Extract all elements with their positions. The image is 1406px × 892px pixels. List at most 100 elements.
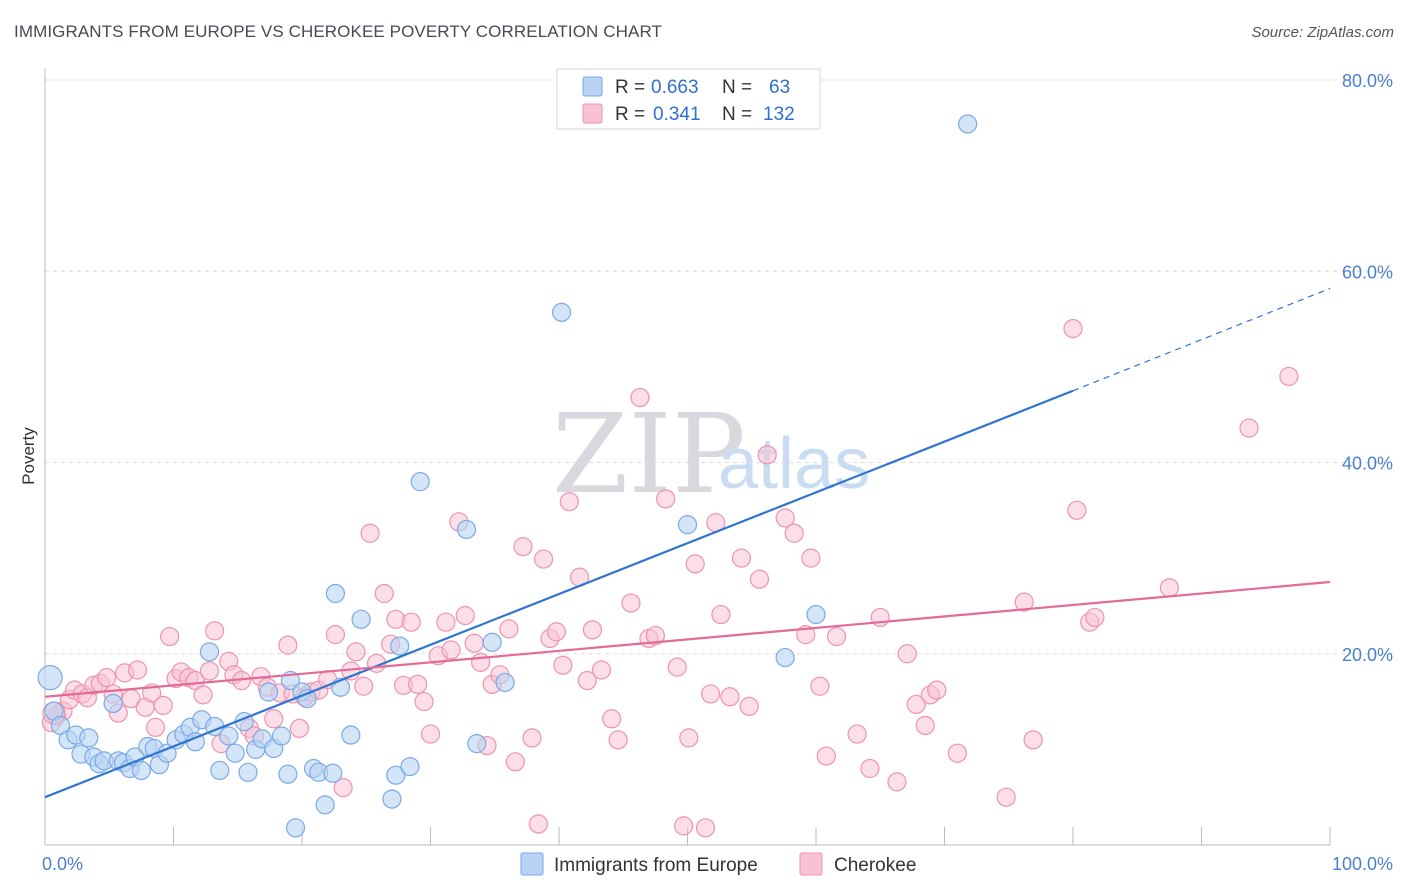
legend-n-label: N = [722,77,752,98]
watermark: ZIP atlas [552,390,870,518]
europe-trend-line [44,389,1074,799]
legend-r-value: 0.341 [653,104,701,125]
cherokee-point [1067,500,1087,520]
legend-swatch-europe [582,76,603,97]
x-tick-labels: 0.0% 100.0% [42,854,1393,874]
cherokee-point [701,684,721,704]
europe-point [467,734,487,754]
cherokee-point [1014,592,1034,612]
europe-point [131,760,151,781]
cherokee-point [278,635,298,655]
cherokee-point [915,715,935,736]
cherokee-point [533,549,554,569]
europe-point [410,472,430,492]
europe-trend-extension [1072,287,1331,392]
cherokee-point [471,652,491,672]
cherokee-point [608,730,628,750]
legend-n-label: N = [722,104,752,125]
cherokee-point [325,625,346,645]
cherokee-point [685,554,705,574]
y-tick-labels: 20.0% 40.0% 60.0% 80.0% [1342,71,1393,665]
europe-point [219,726,239,746]
cherokee-point [695,818,716,838]
cherokee-point [414,691,434,712]
cherokee-point [816,746,836,766]
europe-point [775,647,795,668]
cherokee-point [656,489,676,509]
cherokee-point [711,604,731,625]
cherokee-point [1085,607,1105,628]
cherokee-point [906,694,926,715]
cherokee-point [464,633,484,653]
cherokee-point [360,523,380,543]
europe-point [278,764,298,784]
x-tick-label: 100.0% [1332,854,1393,874]
gridlines [45,79,1392,655]
cherokee-point [591,660,612,680]
cherokee-point [927,680,947,700]
cherokee-point [408,674,428,694]
cherokee-trend-line [44,580,1331,698]
europe-point [271,726,292,746]
cherokee-point [775,508,795,528]
cherokee-point [513,537,533,557]
watermark-atlas: atlas [718,424,870,504]
cherokee-point [810,676,830,696]
europe-point [258,682,279,702]
europe-point [390,636,410,656]
cherokee-point [1279,366,1299,387]
cherokee-point [205,621,225,641]
trend-lines [44,287,1331,799]
europe-point [199,642,220,662]
europe-point [79,728,99,748]
legend-r-label: R = [615,77,645,98]
cherokee-point [127,660,148,680]
cherokee-point [546,622,567,642]
y-tick-label: 80.0% [1342,71,1393,91]
cherokee-point [97,668,117,688]
cherokee-point [887,772,907,792]
europe-point [495,672,515,693]
europe-point [238,762,258,782]
cherokee-point [436,612,456,632]
y-tick-label: 40.0% [1342,454,1393,474]
europe-point [351,609,371,629]
cherokee-point [645,625,665,646]
europe-point [37,665,63,691]
legend: R = 0.663 N = 63 R = 0.341 N = 132 [556,68,821,130]
cherokee-point [897,644,917,664]
cherokee-point [784,523,804,543]
y-tick-label: 60.0% [1342,262,1393,282]
cherokee-point [420,724,441,744]
europe-point [285,818,306,838]
chart-title: IMMIGRANTS FROM EUROPE VS CHEROKEE POVER… [14,22,662,41]
cherokee-point [602,709,622,729]
x-tick-label: 0.0% [42,854,83,874]
europe-point [551,302,572,322]
europe-point [315,795,335,815]
europe-point [323,763,343,783]
cherokee-point [499,619,519,639]
cherokee-point [289,718,310,738]
bottom-legend: Immigrants from Europe Cherokee [520,852,916,876]
cherokee-point [679,728,699,748]
europe-point [456,519,477,540]
europe-point [386,765,406,785]
bottom-legend-swatch-europe [520,852,544,876]
legend-r-value: 0.663 [651,77,699,98]
cherokee-point [757,445,777,465]
y-tick-label: 20.0% [1342,645,1393,665]
cherokee-point [559,492,579,512]
cherokee-point [199,661,220,681]
cherokee-point [264,709,284,729]
cherokee-point [160,626,180,647]
cherokee-point [553,655,573,675]
legend-swatch-cherokee [582,103,603,124]
cherokee-point [947,743,967,763]
cherokee-point [193,685,213,705]
cherokee-point [528,814,549,834]
cherokee-point [667,657,687,677]
y-axis-label: Poverty [19,427,38,485]
cherokee-point [739,696,759,716]
